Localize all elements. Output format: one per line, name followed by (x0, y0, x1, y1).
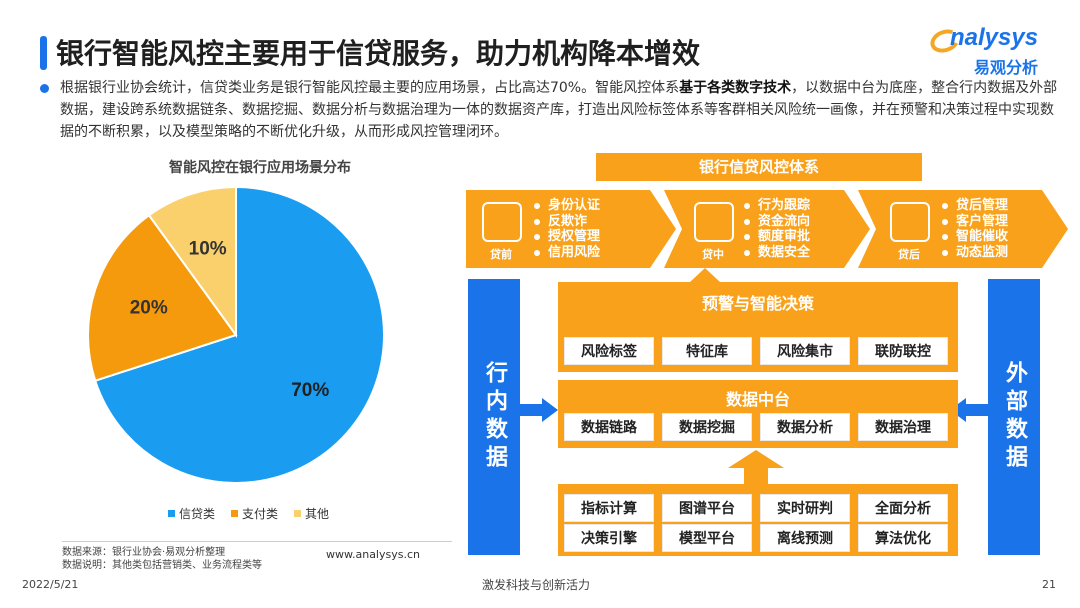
legend-label-payment: 支付类 (242, 507, 279, 521)
description-part1: 根据银行业协会统计，信贷类业务是银行智能风控最主要的应用场景，占比高达70%。智… (60, 80, 680, 96)
data-middle-cell: 数据挖掘 (662, 413, 752, 441)
description-part2: ，以数据中台为底座，整合行内数据及外部数据，建设跨系统数据链条、数据挖掘、数据分… (60, 80, 1058, 140)
foundation-cell: 决策引擎 (564, 524, 654, 552)
legend-label-other: 其他 (305, 507, 330, 521)
legend-item-payment: 支付类 (231, 505, 278, 522)
title-accent-bar (40, 36, 47, 70)
legend-swatch-credit (168, 510, 175, 517)
footer-slogan: 激发科技与创新活力 (482, 578, 591, 592)
pie-slice-payment (87, 213, 238, 382)
data-middle-cell: 数据治理 (858, 413, 948, 441)
right-arrow-icon (518, 398, 558, 422)
foundation-cell: 图谱平台 (662, 494, 752, 522)
foundation-cell: 指标计算 (564, 494, 654, 522)
stage-items-in: 行为跟踪 资金流向 额度审批 数据安全 (744, 198, 810, 260)
stage-item: 信用风险 (534, 245, 600, 261)
up-arrow-icon (728, 450, 784, 484)
pie-label-payment: 20% (130, 298, 168, 319)
source-line-2: 数据说明：其他类包括营销类、业务流程类等 (62, 560, 262, 571)
stage-item: 动态监测 (942, 245, 1008, 261)
post-loan-icon (890, 202, 930, 242)
warning-cell: 风险标签 (564, 337, 654, 365)
foundation-cell: 离线预测 (760, 524, 850, 552)
legend-swatch-payment (231, 510, 239, 517)
warning-cell: 风险集市 (760, 337, 850, 365)
analysys-logo: nalysys 易观分析 (927, 24, 1070, 80)
in-loan-icon (694, 202, 734, 242)
chart-legend: 信贷类 支付类 其他 (168, 505, 329, 522)
logo-text-cn: 易观分析 (974, 58, 1039, 77)
legend-item-other: 其他 (294, 505, 329, 522)
stage-in-loan: 贷中 行为跟踪 资金流向 额度审批 数据安全 (664, 190, 870, 268)
stage-label-in: 贷中 (702, 248, 724, 261)
footer-date: 2022/5/21 (22, 578, 79, 591)
stage-item: 行为跟踪 (744, 198, 810, 214)
chart-title: 智能风控在银行应用场景分布 (169, 160, 351, 176)
source-line-1: 数据来源：银行业协会·易观分析整理 (62, 547, 226, 558)
stage-item: 资金流向 (744, 214, 810, 230)
stage-pre-loan: 贷前 身份认证 反欺诈 授权管理 信用风险 (466, 190, 676, 268)
legend-item-credit: 信贷类 (168, 505, 215, 522)
pie-label-other: 10% (189, 239, 227, 260)
stage-post-loan: 贷后 贷后管理 客户管理 智能催收 动态监测 (858, 190, 1068, 268)
legend-swatch-other (294, 510, 302, 517)
warning-title: 预警与智能决策 (701, 294, 814, 313)
stage-items-pre: 身份认证 反欺诈 授权管理 信用风险 (534, 198, 600, 260)
stage-item: 额度审批 (744, 229, 810, 245)
stage-label-pre: 贷前 (490, 248, 512, 261)
stage-items-post: 贷后管理 客户管理 智能催收 动态监测 (942, 198, 1008, 260)
source-notes: 数据来源：银行业协会·易观分析整理 数据说明：其他类包括营销类、业务流程类等 (62, 546, 262, 572)
internal-data-block: 行内数据 (468, 279, 520, 555)
pie-slice-credit (93, 185, 385, 484)
stage-label-post: 贷后 (898, 248, 920, 261)
warning-cell: 特征库 (662, 337, 752, 365)
logo-text-en: nalysys (950, 24, 1039, 51)
page-number: 21 (1042, 578, 1056, 591)
stage-item: 贷后管理 (942, 198, 1008, 214)
pie-slice-other (147, 185, 237, 339)
stage-item: 反欺诈 (534, 214, 600, 230)
stage-item: 身份认证 (534, 198, 600, 214)
page-title: 银行智能风控主要用于信贷服务，助力机构降本增效 (56, 37, 701, 70)
pre-loan-icon (482, 202, 522, 242)
foundation-cell: 算法优化 (858, 524, 948, 552)
description-bold: 基于各类数字技术 (679, 80, 792, 96)
external-data-block: 外部数据 (988, 279, 1040, 555)
stage-item: 数据安全 (744, 245, 810, 261)
stage-item: 授权管理 (534, 229, 600, 245)
pie-chart: 70% 20% 10% (87, 185, 385, 484)
system-title: 银行信贷风控体系 (596, 153, 922, 181)
data-middle-title: 数据中台 (725, 390, 790, 409)
foundation-cell: 模型平台 (662, 524, 752, 552)
stage-item: 智能催收 (942, 229, 1008, 245)
legend-label-credit: 信贷类 (179, 507, 216, 521)
source-divider (62, 541, 452, 542)
up-arrow-icon (690, 268, 720, 282)
data-middle-cell: 数据分析 (760, 413, 850, 441)
warning-cell: 联防联控 (858, 337, 948, 365)
website-link[interactable]: www.analysys.cn (326, 548, 420, 561)
foundation-cell: 全面分析 (858, 494, 948, 522)
left-arrow-icon (950, 398, 990, 422)
bullet-dot-icon (40, 84, 49, 93)
pie-label-credit: 70% (291, 380, 329, 401)
foundation-cell: 实时研判 (760, 494, 850, 522)
data-middle-cell: 数据链路 (564, 413, 654, 441)
stage-item: 客户管理 (942, 214, 1008, 230)
description-paragraph: 根据银行业协会统计，信贷类业务是银行智能风控最主要的应用场景，占比高达70%。智… (60, 77, 1060, 143)
